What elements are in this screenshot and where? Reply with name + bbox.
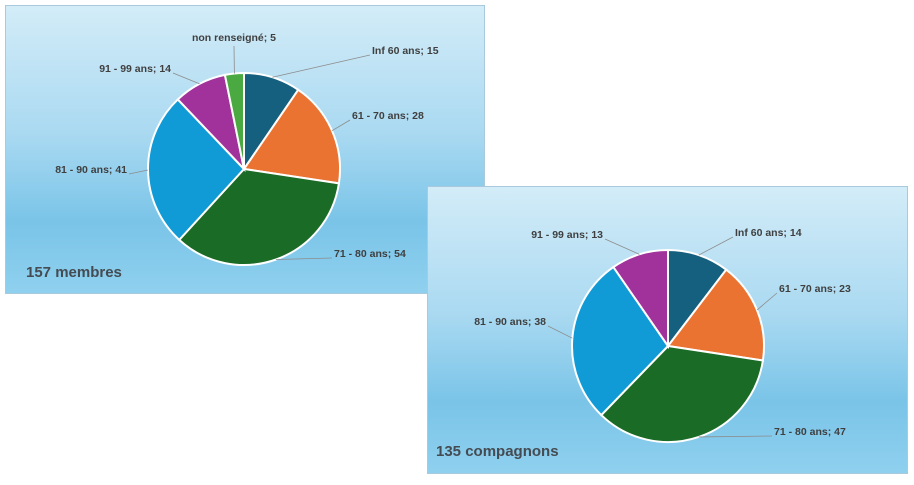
leader-line-membres-4 [172, 72, 200, 85]
pie-chart-compagnons: Inf 60 ans; 14 61 - 70 ans; 23 71 - 80 ans… [427, 186, 908, 474]
chart-caption-compagnons: 135 compagnons [436, 443, 559, 460]
pie-slice-compagnons-1 [666, 268, 765, 362]
data-label-membres-2: 71 - 80 ans; 54 [334, 248, 406, 260]
data-label-membres-0: Inf 60 ans; 15 [372, 45, 439, 57]
data-label-membres-4: 91 - 99 ans; 14 [99, 63, 171, 75]
leader-line-compagnons-3 [547, 325, 573, 339]
data-label-compagnons-2: 71 - 80 ans; 47 [774, 426, 846, 438]
leader-line-compagnons-4 [604, 238, 640, 255]
leader-line-membres-1 [331, 119, 351, 132]
data-label-compagnons-1: 61 - 70 ans; 23 [779, 283, 851, 295]
pie-slice-compagnons-3 [571, 265, 670, 417]
leader-line-membres-3 [128, 169, 149, 175]
data-label-compagnons-0: Inf 60 ans; 14 [735, 227, 802, 239]
data-label-membres-5: non renseigné; 5 [192, 32, 276, 44]
data-label-compagnons-4: 91 - 99 ans; 13 [531, 229, 603, 241]
data-label-membres-1: 61 - 70 ans; 28 [352, 110, 424, 122]
leader-line-compagnons-0 [698, 236, 734, 256]
pie-chart-membres-svg: Inf 60 ans; 15 61 - 70 ans; 28 71 - 80 ans… [55, 32, 439, 266]
pie-chart-compagnons-svg: Inf 60 ans; 14 61 - 70 ans; 23 71 - 80 ans… [474, 227, 851, 443]
leader-line-compagnons-1 [756, 292, 778, 311]
leader-line-membres-2 [276, 257, 333, 260]
data-label-membres-3: 81 - 90 ans; 41 [55, 164, 127, 176]
pie-slice-membres-3 [147, 98, 246, 242]
chart-caption-membres: 157 membres [26, 264, 122, 281]
data-label-compagnons-3: 81 - 90 ans; 38 [474, 316, 546, 328]
leader-line-compagnons-2 [698, 435, 773, 438]
leader-line-membres-0 [272, 54, 371, 78]
pie-chart-membres: Inf 60 ans; 15 61 - 70 ans; 28 71 - 80 ans… [5, 5, 485, 294]
